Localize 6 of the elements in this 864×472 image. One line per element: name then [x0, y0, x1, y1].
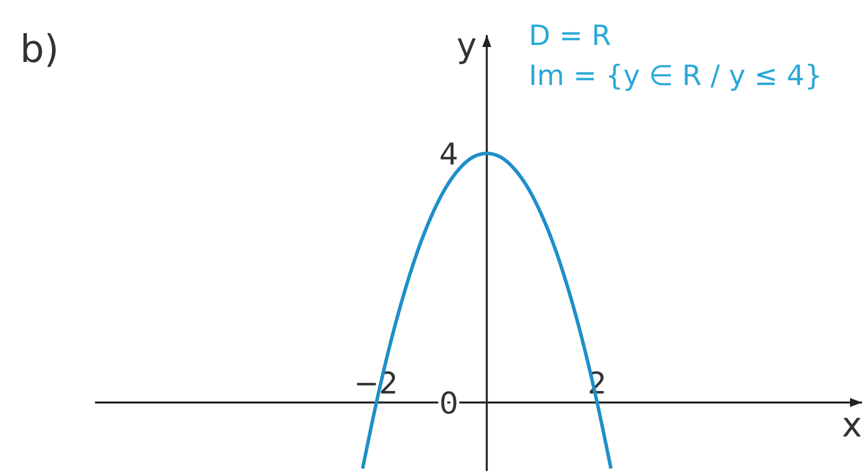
annotation: D = R: [528, 19, 612, 52]
y-tick-label: 4: [439, 137, 458, 172]
y-axis-title: y: [456, 26, 477, 66]
x-axis-title: x: [842, 405, 862, 446]
chart-title: b): [20, 27, 59, 71]
annotation: Im = {y ∈ R / y ≤ 4}: [528, 59, 822, 92]
